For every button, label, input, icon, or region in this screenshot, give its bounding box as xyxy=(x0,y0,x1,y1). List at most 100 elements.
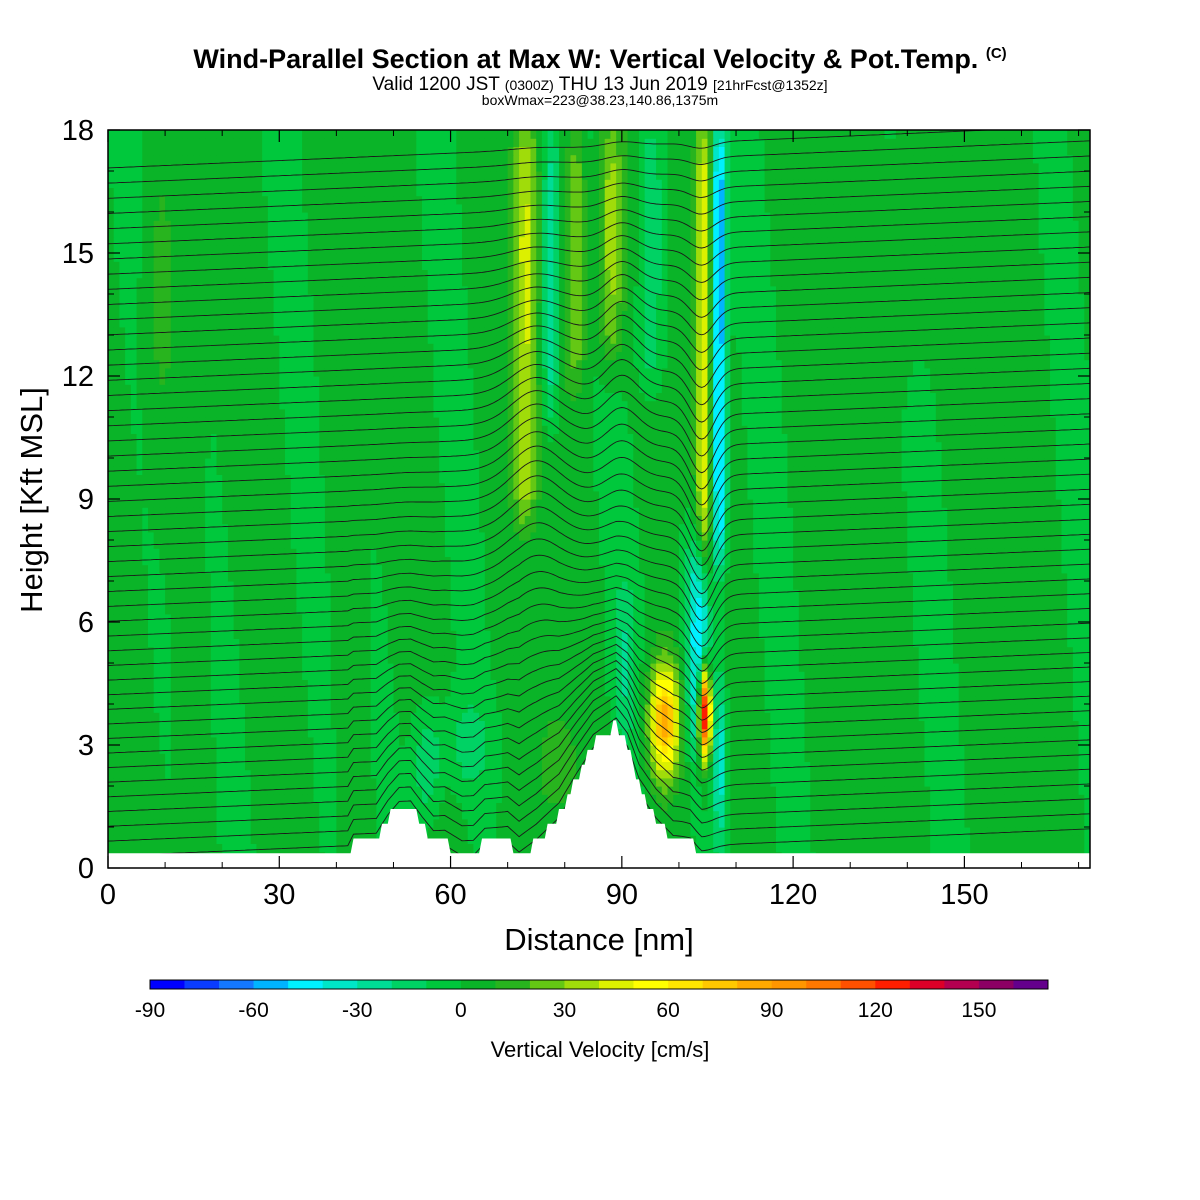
w-cell xyxy=(342,646,349,656)
w-cell xyxy=(638,663,646,672)
w-cell xyxy=(975,761,983,771)
w-cell xyxy=(336,704,343,713)
w-cell xyxy=(1055,818,1063,828)
w-cell xyxy=(227,695,235,705)
w-cell xyxy=(747,728,754,738)
w-cell xyxy=(650,745,657,754)
w-cell xyxy=(696,720,703,730)
w-cell xyxy=(273,671,280,680)
w-cell xyxy=(267,753,275,762)
w-cell xyxy=(821,679,828,689)
w-cell xyxy=(125,802,132,812)
w-cell xyxy=(827,671,834,680)
w-cell xyxy=(439,753,446,762)
w-cell xyxy=(895,646,903,656)
w-cell xyxy=(827,810,834,820)
w-cell xyxy=(410,720,417,730)
w-cell xyxy=(747,786,754,795)
w-cell xyxy=(913,671,920,680)
w-cell xyxy=(233,745,240,754)
w-cell xyxy=(496,630,503,639)
w-cell xyxy=(1061,753,1068,762)
w-cell xyxy=(461,638,469,648)
w-cell xyxy=(427,679,435,689)
w-cell xyxy=(130,802,138,812)
w-cell xyxy=(484,777,492,787)
w-cell xyxy=(427,638,435,648)
w-cell xyxy=(1021,835,1028,844)
w-cell xyxy=(907,843,914,853)
w-cell xyxy=(661,630,669,639)
w-cell xyxy=(850,704,857,713)
w-cell xyxy=(724,638,731,648)
w-cell xyxy=(736,638,743,648)
w-cell xyxy=(245,663,252,672)
w-cell xyxy=(850,663,857,672)
w-cell xyxy=(524,630,532,639)
w-cell xyxy=(165,769,172,779)
w-cell xyxy=(644,638,651,648)
w-cell xyxy=(1021,679,1028,689)
w-cell xyxy=(884,810,891,820)
w-cell xyxy=(867,843,874,853)
w-cell xyxy=(1084,671,1090,680)
w-cell xyxy=(513,720,520,730)
w-cell xyxy=(958,794,965,803)
w-cell xyxy=(964,679,971,689)
w-cell xyxy=(827,695,834,705)
w-cell xyxy=(359,769,366,779)
w-cell xyxy=(450,704,457,713)
w-cell xyxy=(313,728,320,738)
w-cell xyxy=(678,745,686,754)
w-cell xyxy=(153,663,160,672)
w-cell xyxy=(770,663,777,672)
w-cell xyxy=(530,646,537,656)
w-cell xyxy=(382,695,389,705)
w-cell xyxy=(267,810,275,820)
w-cell xyxy=(227,827,235,836)
w-cell xyxy=(501,745,509,754)
w-cell xyxy=(850,679,857,689)
w-cell xyxy=(182,671,189,680)
w-cell xyxy=(787,794,794,803)
w-cell xyxy=(496,654,503,664)
w-cell xyxy=(958,679,965,689)
w-cell xyxy=(342,843,349,853)
w-cell xyxy=(393,761,400,771)
w-cell xyxy=(930,827,937,836)
w-cell xyxy=(296,720,303,730)
valid-date: THU 13 Jun 2019 xyxy=(558,74,708,95)
w-cell xyxy=(439,663,446,672)
w-cell xyxy=(284,818,292,828)
w-cell xyxy=(319,712,326,721)
w-cell xyxy=(855,638,863,648)
w-cell xyxy=(713,687,720,697)
w-cell xyxy=(633,695,640,705)
w-cell xyxy=(947,695,954,705)
w-cell xyxy=(638,720,646,730)
w-cell xyxy=(992,769,1000,779)
w-cell xyxy=(227,720,235,730)
w-cell xyxy=(718,654,726,664)
chart-title-tag: (C) xyxy=(985,45,1007,62)
w-cell xyxy=(873,810,880,820)
w-cell xyxy=(262,679,269,689)
w-cell xyxy=(1067,654,1074,664)
w-cell xyxy=(108,695,115,705)
w-cell xyxy=(507,827,514,836)
w-cell xyxy=(319,753,326,762)
w-cell xyxy=(867,736,874,746)
w-cell xyxy=(947,802,954,812)
w-cell xyxy=(707,835,714,844)
w-cell xyxy=(513,671,520,680)
w-cell xyxy=(330,835,337,844)
w-cell xyxy=(513,736,520,746)
w-cell xyxy=(975,777,983,787)
w-cell xyxy=(319,761,326,771)
w-cell xyxy=(718,679,726,689)
w-cell xyxy=(530,679,537,689)
w-cell xyxy=(1015,810,1023,820)
w-cell xyxy=(364,818,372,828)
w-cell xyxy=(256,761,263,771)
w-cell xyxy=(108,810,115,820)
